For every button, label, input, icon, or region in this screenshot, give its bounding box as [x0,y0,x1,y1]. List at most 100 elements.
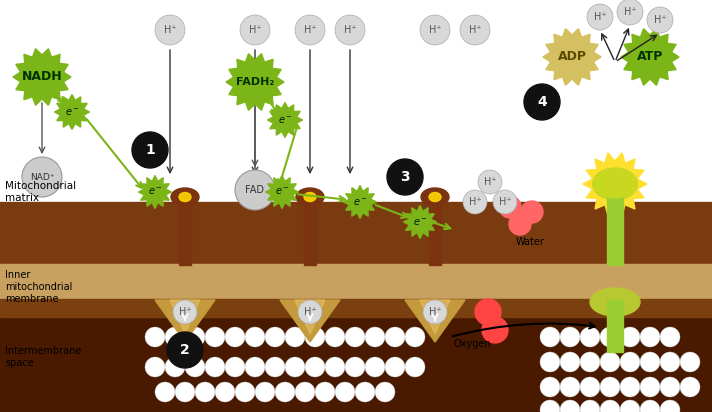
Circle shape [560,327,580,347]
Polygon shape [295,300,325,334]
Circle shape [580,352,600,372]
Text: $e^-$: $e^-$ [275,187,289,197]
Circle shape [215,382,235,402]
Circle shape [22,157,62,197]
Circle shape [205,327,225,347]
Circle shape [285,327,305,347]
Circle shape [617,0,643,25]
Ellipse shape [429,192,441,201]
Ellipse shape [179,192,191,201]
Bar [607,300,623,352]
Circle shape [315,382,335,402]
Polygon shape [583,153,647,215]
Circle shape [640,377,660,397]
Circle shape [205,357,225,377]
Circle shape [660,327,680,347]
Polygon shape [266,176,298,208]
Ellipse shape [590,288,640,316]
Circle shape [540,352,560,372]
Text: Oxygen: Oxygen [454,339,491,349]
Text: H⁺: H⁺ [468,197,481,207]
Circle shape [185,327,205,347]
Circle shape [285,357,305,377]
Circle shape [365,357,385,377]
Circle shape [540,400,560,412]
Circle shape [295,382,315,402]
Text: 2: 2 [180,343,190,357]
Text: H⁺: H⁺ [248,25,261,35]
Polygon shape [420,300,450,334]
Polygon shape [55,94,90,129]
Circle shape [680,377,700,397]
Circle shape [345,327,365,347]
Circle shape [305,327,325,347]
Bar [304,205,316,265]
Circle shape [647,7,673,33]
Text: NADH: NADH [21,70,63,84]
Text: Water: Water [515,237,545,247]
Circle shape [255,382,275,402]
Circle shape [420,15,450,45]
Polygon shape [139,176,172,208]
Text: H⁺: H⁺ [179,307,192,317]
Text: FAD: FAD [246,185,264,195]
Bar [0,0,712,207]
Text: 4: 4 [537,95,547,109]
Circle shape [600,377,620,397]
Circle shape [620,352,640,372]
Circle shape [165,357,185,377]
Circle shape [375,382,395,402]
Circle shape [385,327,405,347]
Polygon shape [621,29,679,85]
Circle shape [265,327,285,347]
Text: H⁺: H⁺ [594,12,607,22]
Text: H⁺: H⁺ [429,307,441,317]
Circle shape [560,377,580,397]
Text: $e^-$: $e^-$ [412,216,427,227]
Circle shape [145,357,165,377]
Text: H⁺: H⁺ [654,15,666,25]
Bar [607,182,623,265]
Bar [0,202,712,267]
Text: H⁺: H⁺ [164,25,177,35]
Text: H⁺: H⁺ [498,197,511,207]
Circle shape [385,357,405,377]
Circle shape [640,327,660,347]
Circle shape [305,357,325,377]
Circle shape [620,327,640,347]
Circle shape [560,352,580,372]
Circle shape [660,352,680,372]
Text: 1: 1 [145,143,155,157]
Ellipse shape [304,192,316,201]
Circle shape [165,327,185,347]
Ellipse shape [592,168,637,200]
Circle shape [245,357,265,377]
Circle shape [365,327,385,347]
Circle shape [405,327,425,347]
Circle shape [298,300,322,324]
Text: Mitochondrial
matrix: Mitochondrial matrix [5,181,76,203]
Circle shape [560,400,580,412]
Circle shape [521,201,543,223]
Circle shape [275,382,295,402]
Ellipse shape [596,170,634,198]
Circle shape [460,15,490,45]
Circle shape [509,213,531,235]
Polygon shape [404,206,436,239]
Circle shape [600,400,620,412]
Circle shape [680,352,700,372]
Polygon shape [280,300,340,342]
Text: Intermembrane
space: Intermembrane space [5,346,81,368]
Circle shape [265,357,285,377]
Circle shape [640,352,660,372]
Circle shape [325,357,345,377]
Circle shape [225,357,245,377]
Circle shape [145,327,165,347]
Text: $e^-$: $e^-$ [352,197,367,208]
Text: $e^-$: $e^-$ [278,115,293,126]
Bar [0,264,712,302]
Text: H⁺: H⁺ [483,177,496,187]
Circle shape [132,132,168,168]
Circle shape [482,317,508,343]
Circle shape [540,327,560,347]
